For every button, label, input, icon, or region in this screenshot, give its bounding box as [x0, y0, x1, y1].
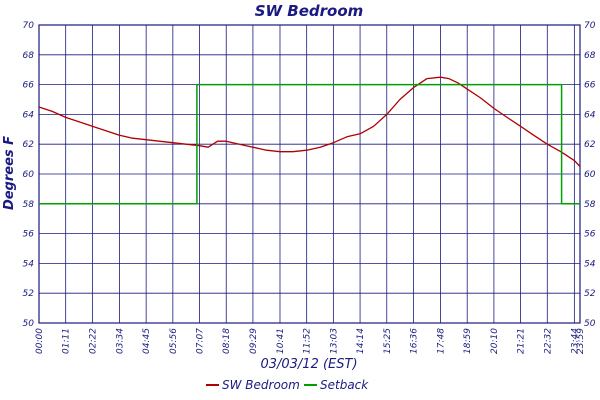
y-tick-label-right: 50	[584, 319, 596, 329]
y-tick-label-right: 66	[584, 81, 596, 91]
x-tick-label: 22:32	[543, 328, 553, 354]
x-tick-label: 15:25	[383, 328, 393, 354]
y-tick-label-right: 62	[584, 140, 596, 150]
y-tick-label-right: 70	[584, 21, 596, 31]
y-tick-label: 58	[23, 200, 35, 210]
x-tick-label: 17:48	[437, 328, 447, 354]
y-tick-label: 50	[23, 319, 35, 329]
x-tick-label: 18:59	[463, 328, 473, 354]
y-tick-labels-right: 50 52 54 56 58 60 62 64 66 68 70	[584, 21, 596, 329]
y-tick-label: 54	[23, 259, 35, 269]
y-tick-label-right: 58	[584, 200, 596, 210]
y-tick-label-right: 54	[584, 259, 596, 269]
x-tick-label: 02:22	[88, 328, 98, 354]
y-axis-label: Degrees F	[2, 136, 17, 210]
y-tick-label: 56	[23, 230, 35, 240]
y-tick-label: 70	[23, 21, 35, 31]
x-tick-label: 08:18	[222, 328, 232, 354]
y-tick-label: 62	[23, 140, 35, 150]
y-tick-label: 64	[23, 110, 35, 120]
x-tick-label: 05:56	[169, 328, 179, 354]
legend-label: SW Bedroom	[222, 378, 300, 392]
chart-title: SW Bedroom	[255, 2, 364, 20]
x-axis-label: 03/03/12 (EST)	[260, 357, 357, 372]
y-tick-label: 52	[23, 289, 35, 299]
y-tick-label-right: 52	[584, 289, 596, 299]
x-tick-label: 14:14	[356, 328, 366, 354]
x-tick-label: 23:59	[576, 328, 586, 354]
x-tick-label: 11:52	[303, 328, 313, 354]
x-tick-label: 00:00	[35, 328, 45, 354]
x-tick-label: 20:10	[490, 328, 500, 354]
chart-legend: SW Bedroom Setback	[206, 378, 369, 392]
x-tick-label: 13:03	[329, 328, 339, 354]
y-tick-label-right: 60	[584, 170, 596, 180]
x-tick-label: 04:45	[142, 328, 152, 354]
x-tick-label: 21:21	[517, 328, 527, 354]
series-line-sw-bedroom	[38, 76, 581, 167]
x-tick-label: 10:41	[276, 328, 286, 354]
y-tick-label-right: 64	[584, 110, 596, 120]
y-tick-label-right: 68	[584, 51, 596, 61]
y-tick-label: 60	[23, 170, 35, 180]
legend-label: Setback	[320, 378, 369, 392]
y-tick-label-right: 56	[584, 230, 596, 240]
y-tick-labels-left: 50 52 54 56 58 60 62 64 66 68 70	[23, 21, 35, 329]
x-tick-label: 16:36	[409, 328, 419, 354]
chart-series	[38, 76, 581, 205]
chart-grid	[38, 24, 581, 324]
x-tick-label: 07:07	[196, 328, 206, 354]
x-tick-label: 03:34	[115, 328, 125, 354]
x-tick-label: 01:11	[62, 328, 72, 354]
y-tick-label: 68	[23, 51, 35, 61]
y-tick-label: 66	[23, 81, 35, 91]
series-line-setback	[39, 83, 580, 205]
x-tick-labels: 00:00 01:11 02:22 03:34 04:45 05:56 07:07 08:18…	[35, 328, 586, 354]
x-tick-label: 23:44	[570, 328, 580, 354]
x-tick-label: 09:29	[249, 328, 259, 354]
